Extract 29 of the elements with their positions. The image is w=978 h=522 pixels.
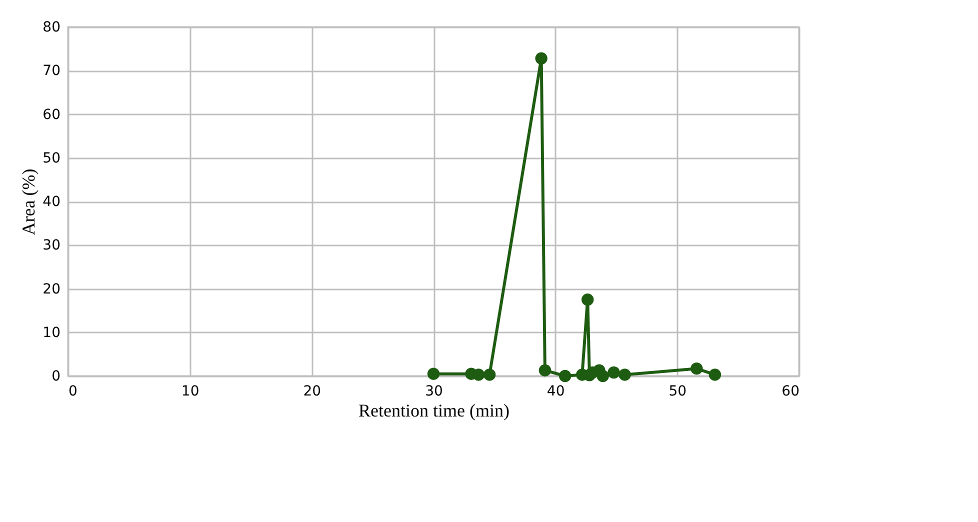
y-tick-label: 50 <box>42 150 60 166</box>
y-tick-label: 60 <box>42 106 60 123</box>
point <box>596 370 609 382</box>
x-axis-title: Retention time (min) <box>358 400 510 420</box>
y-axis-title: Area (%) <box>18 168 39 236</box>
x-tick-label: 50 <box>668 384 687 400</box>
point <box>483 368 496 381</box>
y-tick-label: 20 <box>42 281 60 298</box>
x-tick-label: 20 <box>303 384 322 400</box>
point <box>535 52 548 65</box>
point <box>538 364 552 376</box>
point <box>427 368 440 380</box>
y-tick-label: 30 <box>42 238 60 254</box>
x-tick-label: 30 <box>425 384 443 400</box>
point <box>618 368 631 381</box>
y-tick-label: 40 <box>42 194 60 210</box>
x-tick-label: 40 <box>546 384 565 400</box>
point <box>608 366 620 379</box>
point <box>708 368 722 381</box>
x-tick-label: 0 <box>68 384 78 400</box>
point <box>558 370 572 382</box>
y-tick-label: 10 <box>42 324 60 341</box>
point <box>581 294 594 306</box>
y-tick-label: 0 <box>52 368 60 384</box>
x-tick-label: 10 <box>181 384 200 400</box>
y-tick-label: 80 <box>42 20 60 36</box>
y-tick-label: 70 <box>42 63 60 80</box>
point <box>690 362 703 375</box>
x-tick-label: 60 <box>782 384 800 400</box>
